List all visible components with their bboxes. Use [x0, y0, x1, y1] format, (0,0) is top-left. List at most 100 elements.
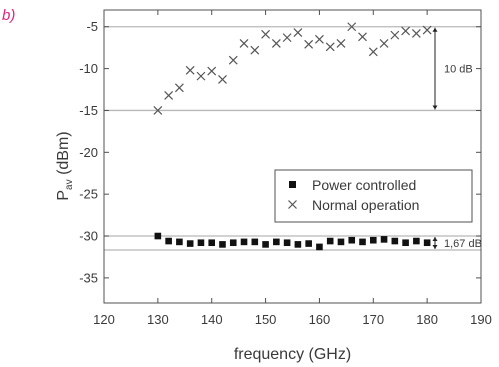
marker-stroke — [315, 34, 324, 44]
data-point-normal-operation — [336, 39, 346, 48]
data-point-normal-operation — [304, 39, 314, 49]
data-point-power-controlled — [219, 241, 226, 248]
data-point-power-controlled — [326, 237, 334, 245]
annotation-arrow-head — [432, 245, 438, 250]
x-tick-label: 120 — [93, 312, 115, 327]
marker-stroke — [174, 83, 184, 93]
data-point-power-controlled — [251, 238, 259, 246]
y-axis-label-main: P — [55, 190, 72, 201]
data-point-power-controlled — [294, 241, 302, 248]
data-point-normal-operation — [271, 39, 281, 48]
marker-stroke — [228, 55, 238, 65]
marker-stroke — [304, 39, 314, 49]
plot-frame — [103, 9, 482, 304]
data-point-power-controlled — [240, 238, 248, 246]
data-point-power-controlled — [229, 239, 237, 247]
annotation-arrow-head — [432, 27, 438, 32]
data-point-normal-operation — [315, 34, 324, 44]
marker-stroke — [164, 90, 174, 100]
y-axis-label: Pav (dBm) — [55, 131, 75, 200]
annotation-label: 10 dB — [444, 64, 473, 76]
data-point-normal-operation — [174, 83, 184, 93]
data-point-power-controlled — [413, 237, 420, 245]
data-point-normal-operation — [250, 45, 260, 55]
marker-stroke — [325, 42, 335, 52]
data-point-power-controlled — [176, 238, 183, 246]
marker-stroke — [411, 29, 421, 38]
y-axis-label-subscript: av — [64, 179, 75, 190]
reference-lines — [104, 26, 481, 251]
data-point-power-controlled — [154, 232, 162, 240]
y-tick-label: -5 — [86, 19, 98, 34]
data-point-power-controlled — [262, 241, 269, 248]
data-point-normal-operation — [196, 71, 206, 81]
data-point-power-controlled — [348, 236, 356, 244]
marker-stroke — [401, 26, 411, 36]
marker-stroke — [218, 75, 227, 84]
data-point-normal-operation — [401, 26, 411, 36]
marker-stroke — [422, 25, 432, 35]
panel-label: b) — [2, 7, 15, 24]
marker-stroke — [196, 71, 206, 81]
annotation-label: 1,67 dB — [444, 238, 482, 250]
y-tick-label: -20 — [79, 145, 98, 160]
legend-label-power-controlled: Power controlled — [312, 177, 416, 193]
y-tick-label: -25 — [79, 187, 98, 202]
marker-stroke — [390, 30, 400, 40]
annotation-1-67-db: 1,67 dB — [432, 237, 482, 250]
data-point-normal-operation — [185, 65, 195, 75]
data-point-normal-operation — [422, 25, 432, 35]
x-tick-label: 180 — [416, 312, 438, 327]
data-point-power-controlled — [316, 243, 323, 251]
data-point-normal-operation — [368, 47, 378, 57]
data-point-normal-operation — [218, 75, 227, 84]
data-point-normal-operation — [411, 29, 421, 38]
data-point-normal-operation — [153, 106, 163, 115]
legend-marker-power-controlled — [289, 181, 296, 188]
marker-stroke — [358, 32, 367, 42]
data-point-normal-operation — [207, 66, 217, 76]
y-tick-label: -35 — [79, 270, 98, 285]
y-tick-label: -10 — [79, 61, 98, 76]
legend: Power controlled Normal operation — [274, 169, 473, 223]
marker-stroke — [271, 39, 281, 48]
marker-stroke — [379, 39, 389, 48]
data-point-normal-operation — [261, 29, 270, 39]
data-point-power-controlled — [208, 239, 216, 247]
x-tick-label: 140 — [201, 312, 223, 327]
x-tick-label: 160 — [309, 312, 331, 327]
marker-stroke — [282, 33, 292, 43]
data-point-normal-operation — [282, 33, 292, 43]
legend-box — [274, 169, 473, 223]
marker-stroke — [207, 66, 217, 76]
data-point-power-controlled — [273, 238, 280, 246]
data-point-normal-operation — [390, 30, 400, 40]
marker-stroke — [293, 28, 303, 38]
annotation-arrow-head — [432, 105, 438, 110]
x-tick-label: 130 — [147, 312, 169, 327]
y-tick-label: -30 — [79, 229, 98, 244]
y-tick-label: -15 — [79, 103, 98, 118]
data-point-normal-operation — [239, 39, 249, 48]
data-point-normal-operation — [164, 90, 174, 100]
x-axis: 120 130 140 150 160 170 180 190 — [93, 10, 492, 327]
data-point-power-controlled — [359, 238, 366, 246]
y-axis: -35 -30 -25 -20 -15 -10 -5 — [79, 19, 481, 285]
data-point-power-controlled — [369, 236, 377, 244]
marker-stroke — [153, 106, 163, 115]
data-point-normal-operation — [293, 28, 303, 38]
data-point-power-controlled — [283, 239, 291, 247]
annotation-arrow-head — [432, 237, 438, 242]
data-point-normal-operation — [228, 55, 238, 65]
marker-stroke — [368, 47, 378, 57]
series-normal-operation — [153, 22, 432, 115]
x-tick-label: 150 — [255, 312, 277, 327]
marker-stroke — [336, 39, 346, 48]
annotation-10-db: 10 dB — [432, 27, 473, 110]
data-point-power-controlled — [337, 238, 345, 246]
x-axis-label: frequency (GHz) — [234, 346, 351, 363]
data-point-power-controlled — [165, 237, 172, 245]
data-point-power-controlled — [380, 236, 388, 243]
marker-stroke — [239, 39, 249, 48]
